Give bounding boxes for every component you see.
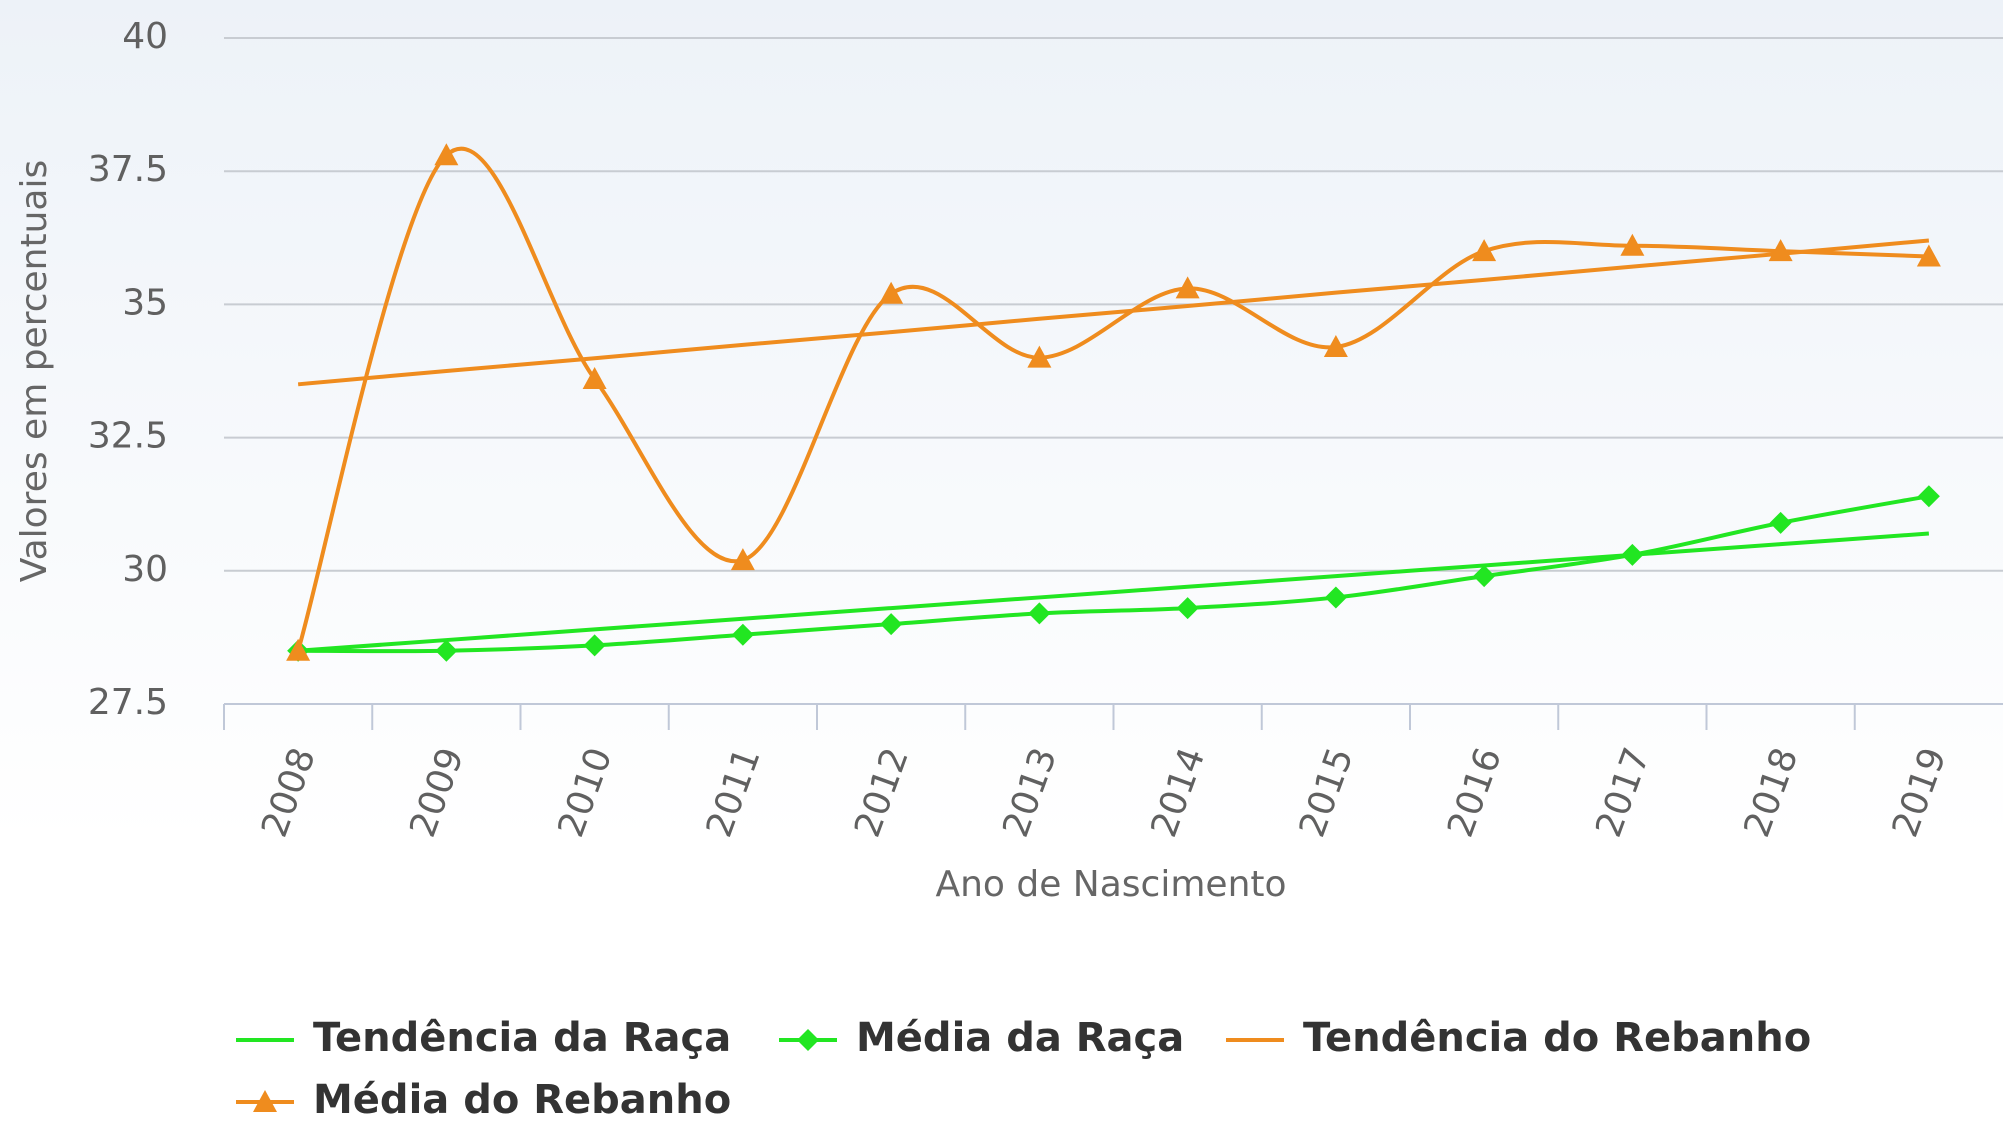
series-line: [297, 531, 1930, 653]
marker: [583, 634, 606, 657]
series-line: [297, 238, 1930, 387]
y-tick-label: 30: [122, 549, 168, 590]
marker: [1621, 543, 1644, 566]
y-tick-label: 27.5: [88, 682, 168, 723]
marker: [731, 623, 754, 646]
marker: [1175, 276, 1200, 299]
marker: [1323, 335, 1348, 358]
marker: [253, 1090, 277, 1112]
marker: [1769, 511, 1792, 534]
y-axis-title: Valores em percentuais: [14, 160, 55, 582]
series-line: [296, 146, 1929, 652]
marker: [1916, 244, 1941, 267]
marker: [1472, 239, 1497, 262]
marker: [1620, 233, 1645, 256]
marker: [880, 613, 903, 636]
marker: [286, 638, 311, 661]
y-tick-label: 40: [122, 16, 168, 57]
y-tick-label: 35: [122, 282, 168, 323]
marker: [1917, 485, 1940, 508]
legend-label: Tendência do Rebanho: [1303, 1015, 1811, 1061]
marker: [1324, 586, 1347, 609]
marker: [1768, 239, 1793, 262]
marker: [730, 548, 755, 571]
x-axis-title: Ano de Nascimento: [935, 864, 1286, 905]
marker: [797, 1029, 819, 1051]
marker: [434, 143, 459, 166]
marker: [1027, 345, 1052, 368]
marker: [582, 366, 607, 389]
legend-label: Tendência da Raça: [313, 1015, 731, 1061]
marker: [879, 281, 904, 304]
legend-label: Média da Raça: [856, 1015, 1184, 1061]
y-tick-label: 37.5: [88, 149, 168, 190]
marker: [1028, 602, 1051, 625]
marker: [1473, 565, 1496, 588]
legend-label: Média do Rebanho: [313, 1077, 731, 1122]
marker: [1176, 597, 1199, 620]
marker: [435, 639, 458, 662]
y-tick-label: 32.5: [88, 416, 168, 457]
series-line: [298, 494, 1930, 654]
